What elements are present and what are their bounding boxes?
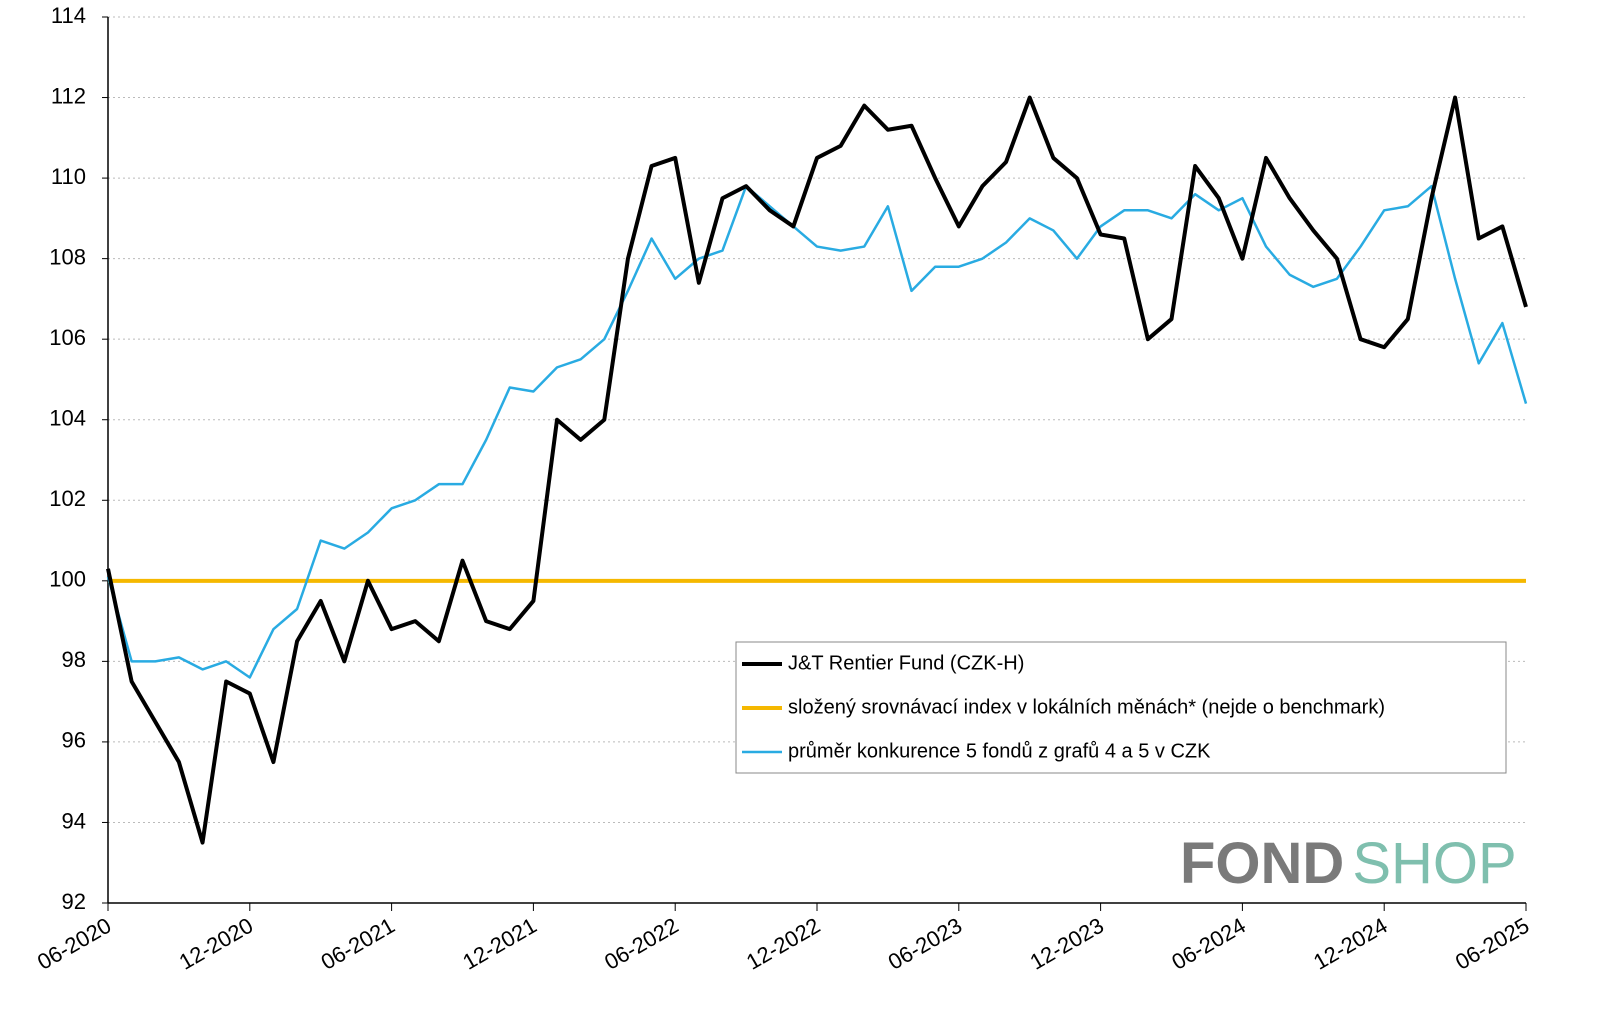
y-tick-label: 106	[49, 325, 86, 350]
legend-box	[735, 641, 1507, 774]
y-tick-label: 100	[49, 567, 86, 592]
watermark-fond: FOND	[1180, 831, 1344, 896]
y-tick-label: 98	[62, 647, 86, 672]
y-tick-label: 96	[62, 728, 86, 753]
y-tick-label: 114	[51, 3, 86, 28]
series-line	[106, 184, 1528, 679]
watermark-shop: SHOP	[1352, 831, 1516, 896]
y-tick-label: 110	[51, 164, 86, 189]
watermark: FOND SHOP	[1180, 831, 1517, 896]
y-tick-label: 94	[62, 808, 86, 833]
legend-label: složený srovnávací index v lokálních měn…	[788, 696, 1385, 718]
y-tick-label: 102	[49, 486, 86, 511]
legend-label: J&T Rentier Fund (CZK-H)	[788, 652, 1024, 674]
y-tick-label: 104	[49, 406, 86, 431]
y-tick-label: 92	[62, 889, 86, 914]
legend-label: průměr konkurence 5 fondů z grafů 4 a 5 …	[788, 740, 1211, 762]
y-tick-label: 108	[49, 244, 86, 269]
y-tick-label: 112	[51, 83, 86, 108]
series-line	[106, 95, 1528, 845]
